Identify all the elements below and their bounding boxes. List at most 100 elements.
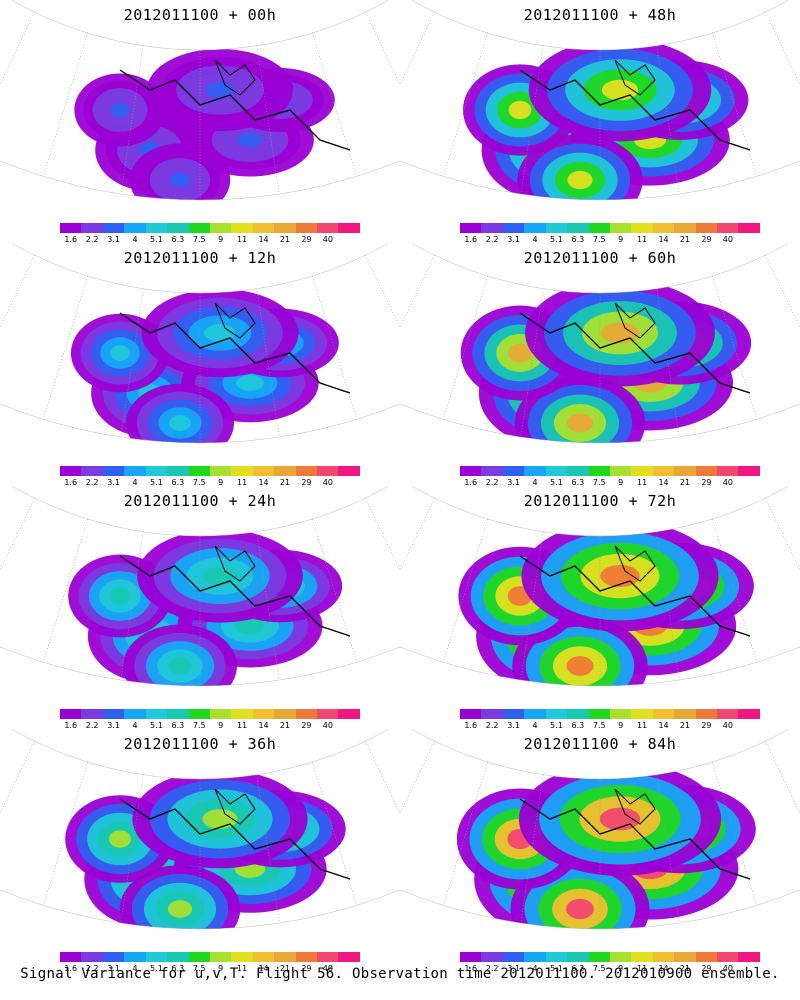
coastline-islands (614, 545, 656, 582)
variance-field (68, 529, 343, 686)
map (400, 243, 800, 444)
map-outline (400, 486, 800, 687)
colorbar-swatch (652, 709, 675, 719)
colorbar-tick-label: 4 (532, 721, 538, 730)
colorbar-swatch (102, 709, 125, 719)
colorbar-tick-label: 3.1 (107, 964, 120, 973)
colorbar-tick-label: 6.3 (571, 478, 585, 487)
colorbar-swatch (274, 709, 296, 719)
coastline-islands (214, 302, 256, 339)
longitude-line (443, 32, 488, 177)
colorbar-swatch (652, 223, 675, 233)
longitude-line (712, 32, 757, 177)
colorbar-tick-label: 1.6 (464, 235, 478, 244)
colorbar-swatch (188, 223, 210, 233)
coastline (119, 69, 351, 151)
colorbar-tick-label: 11 (237, 235, 248, 244)
colorbar-tick-label: 1.6 (64, 721, 78, 730)
colorbar-tick-label: 4 (532, 964, 538, 973)
colorbar-ticks: 1.6 2.2 3.1 4 5.1 6.3 7.5 9 11 14 21 29 40 (460, 235, 760, 245)
colorbar-tick-label: 11 (237, 721, 248, 730)
variance-contour (508, 343, 532, 363)
colorbar-tick-label: 40 (322, 964, 333, 973)
longitude-line (256, 774, 280, 924)
colorbar (60, 466, 360, 476)
longitude-line (365, 12, 400, 85)
longitude-line (520, 774, 544, 924)
colorbar-swatch (60, 223, 82, 233)
map-outline (0, 243, 400, 444)
longitude-line (443, 518, 488, 663)
map-panel-00h: 2012011100 + 00h 1.6 2.2 3.1 4 5.1 6.3 7.5 9 11 1… (0, 0, 400, 244)
colorbar-tick-label: 29 (701, 721, 712, 730)
colorbar-swatch (524, 952, 546, 962)
colorbar-swatch (502, 466, 525, 476)
colorbar-tick-label: 21 (679, 235, 691, 244)
colorbar-swatch (545, 223, 568, 233)
colorbar-tick-label: 21 (279, 235, 291, 244)
colorbar-swatch (188, 709, 210, 719)
colorbar-swatch (231, 466, 253, 476)
longitude-line (312, 32, 357, 177)
coastline (119, 798, 351, 880)
colorbar-swatch (124, 466, 146, 476)
colorbar-tick-label: 11 (637, 964, 648, 973)
longitude-line (0, 255, 35, 328)
map-panel-12h: 2012011100 + 12h 1.6 2.2 3.1 4 5.1 6.3 7.5 9 11 1… (0, 243, 400, 487)
map-panel-60h: 2012011100 + 60h 1.6 2.2 3.1 4 5.1 6.3 7.5 9 11 1… (400, 243, 800, 487)
variance-contour (237, 132, 263, 148)
panel-title: 2012011100 + 24h (123, 492, 277, 510)
colorbar-tick-label: 9 (218, 235, 224, 244)
colorbar-swatch (717, 223, 739, 233)
longitude-line (365, 741, 400, 814)
colorbar-tick-label: 40 (722, 235, 733, 244)
colorbar-tick-label: 2.2 (85, 235, 99, 244)
map-panel-48h: 2012011100 + 48h 1.6 2.2 3.1 4 5.1 6.3 7.5 9 11 1… (400, 0, 800, 245)
colorbar-tick-label: 21 (279, 721, 291, 730)
panel-title: 2012011100 + 36h (123, 735, 277, 753)
colorbar-swatch (295, 223, 318, 233)
colorbar-swatch (338, 952, 360, 962)
variance-contour (566, 413, 594, 433)
colorbar-swatch (674, 223, 696, 233)
panel-title: 2012011100 + 84h (523, 735, 677, 753)
coastline-islands (614, 788, 656, 825)
colorbar-swatch (209, 223, 232, 233)
variance-contour (109, 587, 131, 605)
colorbar (460, 223, 760, 233)
colorbar-tick-label: 2.2 (485, 235, 499, 244)
colorbar-swatch (524, 466, 546, 476)
longitude-line (365, 498, 400, 571)
coastline (119, 555, 351, 637)
colorbar-tick-label: 3.1 (507, 235, 520, 244)
colorbar-swatch (695, 466, 718, 476)
colorbar-swatch (502, 709, 525, 719)
variance-contour (236, 375, 264, 391)
longitude-line (0, 12, 35, 85)
variance-contour (204, 324, 236, 342)
colorbar-tick-label: 11 (237, 964, 248, 973)
colorbar-swatch (674, 466, 696, 476)
coastline (519, 555, 751, 637)
colorbar-swatch (145, 223, 168, 233)
colorbar-swatch (252, 709, 275, 719)
coastline-islands (214, 545, 256, 582)
map-outline (0, 486, 400, 687)
colorbar-tick-label: 4 (132, 478, 138, 487)
colorbar-tick-label: 14 (658, 721, 669, 730)
colorbar-swatch (124, 952, 146, 962)
colorbar-tick-label: 29 (701, 478, 712, 487)
longitude-line (765, 255, 800, 328)
map-outline (0, 729, 400, 930)
colorbar-swatch (524, 709, 546, 719)
colorbar-tick-label: 21 (679, 964, 691, 973)
colorbar-swatch (188, 952, 210, 962)
variance-contour (203, 566, 237, 586)
colorbar-tick-label: 3.1 (507, 964, 520, 973)
colorbar-swatch (481, 709, 503, 719)
colorbar-swatch (317, 223, 339, 233)
colorbar-tick-label: 6.3 (171, 721, 185, 730)
colorbar-tick-label: 9 (618, 721, 624, 730)
colorbar-swatch (274, 952, 296, 962)
colorbar-tick-label: 4 (132, 235, 138, 244)
